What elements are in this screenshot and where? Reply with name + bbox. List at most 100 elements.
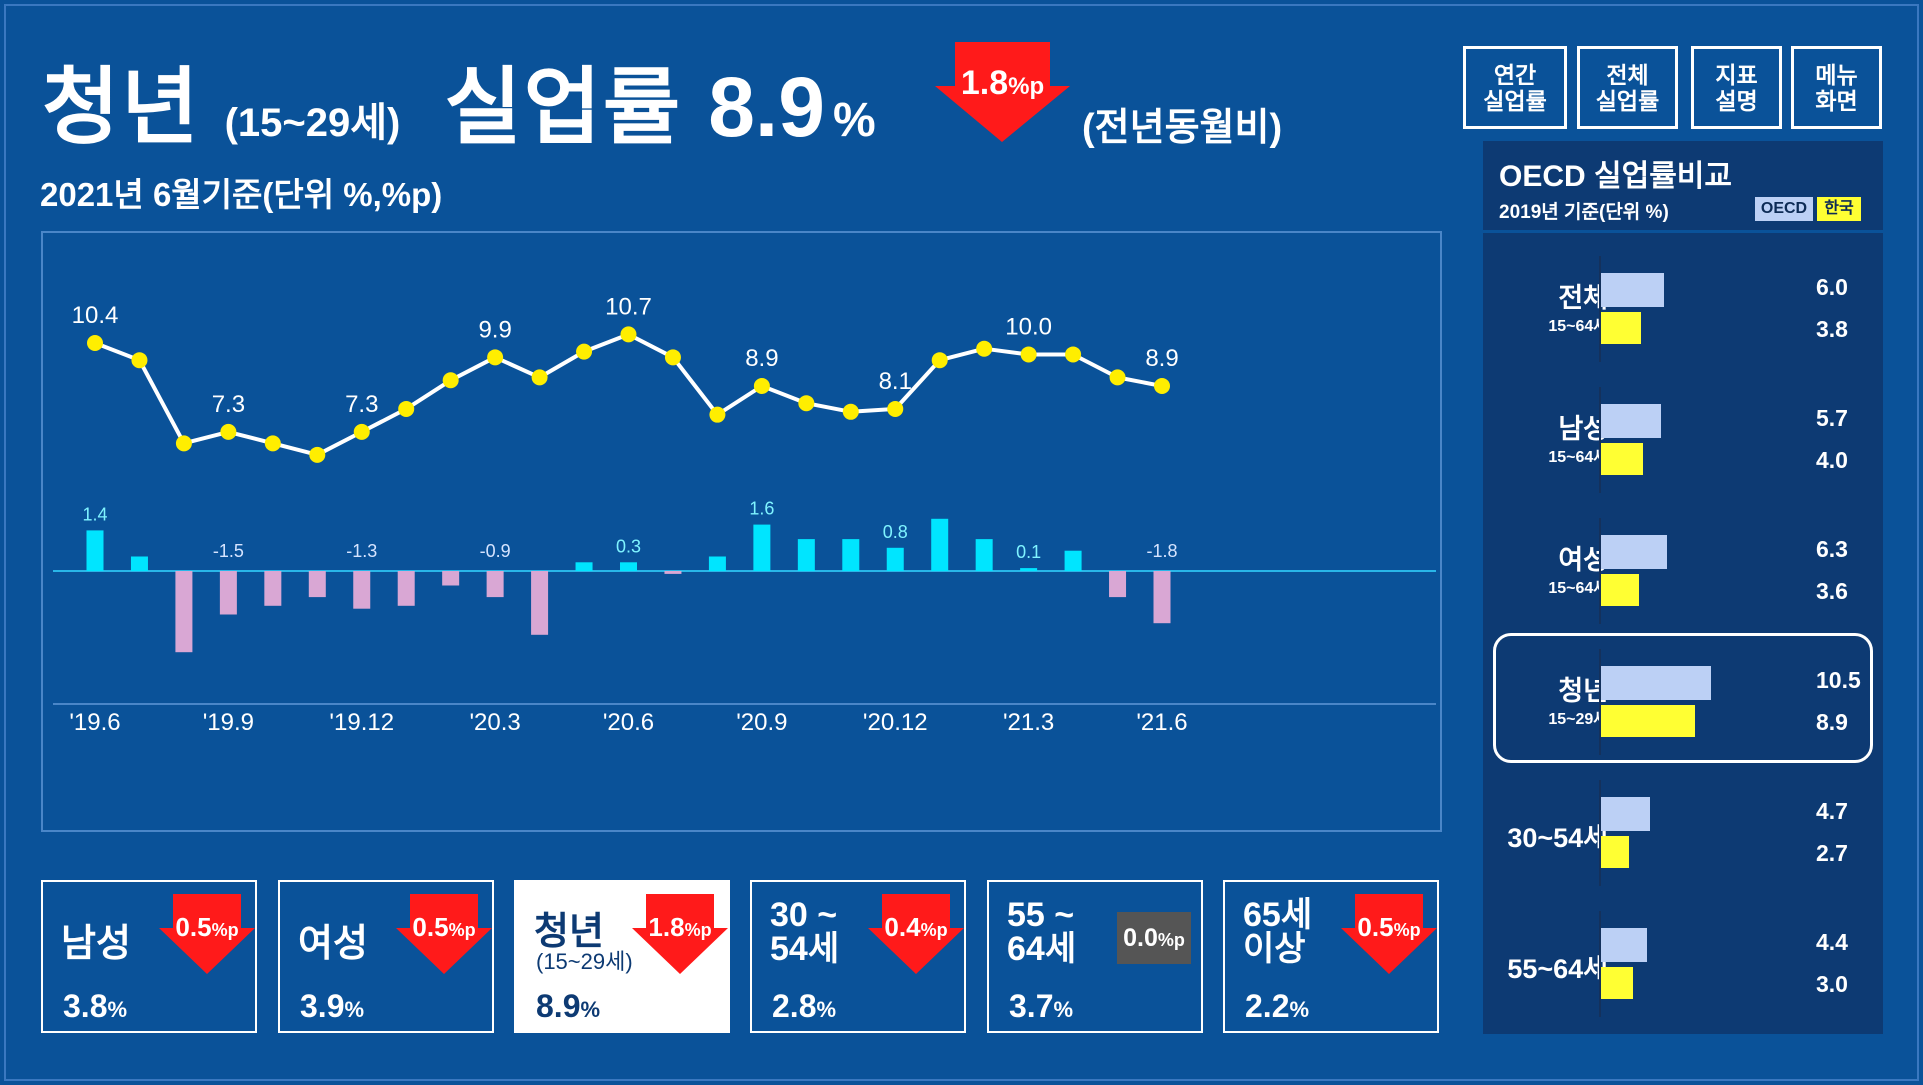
- card-subtitle: (15~29세): [536, 949, 633, 974]
- change-bar: [308, 571, 326, 598]
- category-card[interactable]: 30 ~ 54세 2.8% 0.4%p: [750, 880, 966, 1033]
- unemployment-rate-point: [442, 372, 459, 389]
- oecd-bar: [1601, 928, 1648, 962]
- card-value: 3.9%: [300, 988, 365, 1024]
- dashboard-frame: [4, 4, 1919, 1081]
- card-value: 3.7%: [1009, 988, 1074, 1024]
- unemployment-rate-point: [487, 349, 504, 366]
- card-title: 30 ~ 54세: [770, 896, 840, 968]
- change-bar-label: 0.8: [883, 522, 908, 542]
- title-youth: 청년: [42, 60, 201, 154]
- change-bar-label: -1.5: [213, 541, 244, 561]
- oecd-comparison-panel: OECD 실업률비교 2019년 기준(단위 %) OECD 한국 전체 15~6…: [1483, 141, 1883, 1034]
- unemployment-rate-point: [842, 403, 859, 420]
- oecd-panel-title: OECD 실업률비교: [1499, 160, 1733, 193]
- title-unemployment-rate: 실업률: [444, 60, 683, 154]
- unemployment-rate-point: [620, 326, 637, 343]
- oecd-value: 6.0: [1816, 274, 1848, 300]
- change-bar: [708, 556, 726, 571]
- change-bar: [353, 571, 371, 609]
- korea-value: 3.0: [1816, 971, 1848, 997]
- flat-change-badge: 0.0%p: [1117, 912, 1191, 964]
- change-bar: [86, 530, 104, 571]
- unemployment-rate-point: [131, 352, 148, 369]
- change-bar: [753, 524, 771, 571]
- change-bar-label: 0.1: [1016, 542, 1041, 562]
- unemployment-rate-point: [1154, 378, 1170, 395]
- card-title: 55 ~ 64세: [1007, 896, 1077, 968]
- menu-screen-button[interactable]: 메뉴 화면: [1791, 46, 1882, 129]
- unemployment-rate-point: [531, 369, 548, 386]
- change-bar-label: -0.9: [480, 541, 511, 561]
- x-tick-label: '20.12: [863, 709, 928, 736]
- unemployment-rate-point: [753, 378, 770, 395]
- change-bar-label: -1.3: [346, 541, 377, 561]
- unemployment-rate-point: [887, 400, 904, 417]
- oecd-bar: [1601, 273, 1664, 307]
- category-card[interactable]: 남성 3.8% 0.5%p: [41, 880, 257, 1033]
- oecd-group-name: 30~54세: [1507, 823, 1608, 853]
- oecd-group-axis: [1599, 387, 1601, 493]
- down-arrow-icon: 0.5%p: [396, 894, 492, 974]
- unemployment-rate-point: [798, 395, 815, 412]
- oecd-group: 30~54세 4.7 2.7: [1483, 780, 1883, 900]
- x-tick-label: '20.3: [469, 709, 520, 736]
- oecd-bar: [1601, 666, 1712, 700]
- oecd-group: 전체 15~64세 6.0 3.8: [1483, 256, 1883, 376]
- unemployment-rate-label: 10.7: [605, 293, 652, 320]
- category-card[interactable]: 65세 이상 2.2% 0.5%p: [1223, 880, 1439, 1033]
- card-title: 청년: [534, 911, 604, 953]
- category-card[interactable]: 청년 (15~29세) 8.9% 1.8%p: [514, 880, 730, 1033]
- card-change-label: 0.5%p: [1357, 912, 1421, 942]
- oecd-group-axis: [1599, 518, 1601, 624]
- down-arrow-icon: 0.4%p: [868, 894, 964, 974]
- change-bar: [575, 562, 593, 571]
- card-value: 2.2%: [1245, 988, 1310, 1024]
- annual-unemployment-button[interactable]: 연간 실업률: [1463, 46, 1567, 129]
- x-tick-label: '21.6: [1136, 709, 1187, 736]
- korea-value: 3.8: [1816, 316, 1848, 342]
- korea-bar: [1601, 705, 1695, 737]
- change-bar: [486, 571, 504, 598]
- korea-value: 4.0: [1816, 447, 1848, 473]
- change-bar-label: -1.8: [1146, 541, 1177, 561]
- category-card[interactable]: 여성 3.9% 0.5%p: [278, 880, 494, 1033]
- change-bar-label: 1.4: [82, 504, 107, 524]
- headline-unit: %: [832, 94, 876, 147]
- change-bar-label: 1.6: [749, 499, 774, 519]
- total-unemployment-button[interactable]: 전체 실업률: [1577, 46, 1678, 129]
- oecd-group: 남성 15~64세 5.7 4.0: [1483, 387, 1883, 507]
- unemployment-rate-point: [309, 446, 326, 463]
- category-card[interactable]: 55 ~ 64세 3.7% 0.0%p: [987, 880, 1203, 1033]
- card-title: 남성: [61, 923, 131, 965]
- unemployment-rate-label: 10.0: [1005, 313, 1052, 340]
- oecd-group-age: 15~64세: [1548, 580, 1608, 597]
- unemployment-rate-point: [576, 343, 593, 360]
- legend-korea: 한국: [1817, 197, 1861, 221]
- change-bar: [531, 571, 549, 635]
- oecd-bar: [1601, 797, 1651, 831]
- x-tick-label: '19.9: [203, 709, 254, 736]
- change-bar: [219, 571, 237, 615]
- change-bar: [442, 571, 460, 586]
- card-change-label: 0.4%p: [884, 912, 948, 942]
- headline-value: 8.9: [708, 60, 825, 154]
- unemployment-rate-line: [94, 332, 1163, 457]
- oecd-group-name: 55~64세: [1507, 954, 1608, 984]
- oecd-group-age: 15~29세: [1548, 711, 1608, 728]
- youth-unemployment-chart: 1.4 -1.5 -1.3 -0.9 0.3 1.6 0.8 0.1 -1.8 10.4 7.3 7.…: [41, 231, 1442, 832]
- page-subtitle: 2021년 6월기준(단위 %,%p): [40, 176, 443, 213]
- unemployment-rate-label: 7.3: [212, 391, 245, 418]
- unemployment-rate-point: [353, 423, 370, 440]
- card-change-label: 1.8%p: [648, 912, 712, 942]
- unemployment-rate-point: [1109, 369, 1126, 386]
- change-bar: [975, 539, 993, 571]
- change-bar: [264, 571, 282, 606]
- oecd-group-axis: [1599, 780, 1601, 886]
- legend-oecd: OECD: [1755, 197, 1813, 221]
- indicator-description-button[interactable]: 지표 설명: [1691, 46, 1782, 129]
- oecd-group-axis: [1599, 911, 1601, 1017]
- headline-change-label: 1.8%p: [960, 64, 1045, 102]
- x-tick-label: '19.6: [69, 709, 120, 736]
- unemployment-rate-point: [87, 335, 103, 351]
